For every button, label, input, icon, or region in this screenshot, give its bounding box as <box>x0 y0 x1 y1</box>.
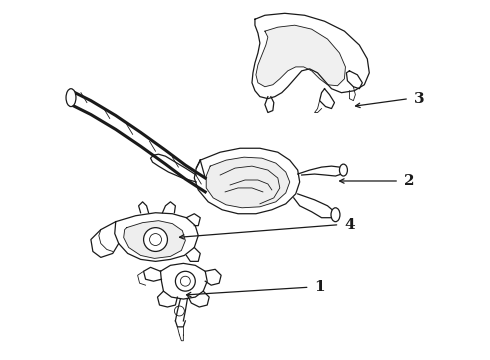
Text: 3: 3 <box>414 92 425 105</box>
Polygon shape <box>115 213 198 261</box>
Polygon shape <box>195 148 300 214</box>
Polygon shape <box>161 264 207 299</box>
Text: 2: 2 <box>404 174 415 188</box>
Polygon shape <box>256 25 345 87</box>
Polygon shape <box>206 157 290 208</box>
Ellipse shape <box>340 164 347 176</box>
Polygon shape <box>123 221 185 258</box>
Ellipse shape <box>66 89 76 107</box>
Polygon shape <box>252 13 369 99</box>
Ellipse shape <box>331 208 340 222</box>
Text: 1: 1 <box>315 280 325 294</box>
Circle shape <box>144 228 168 251</box>
Circle shape <box>175 271 196 291</box>
Text: 4: 4 <box>344 218 355 231</box>
